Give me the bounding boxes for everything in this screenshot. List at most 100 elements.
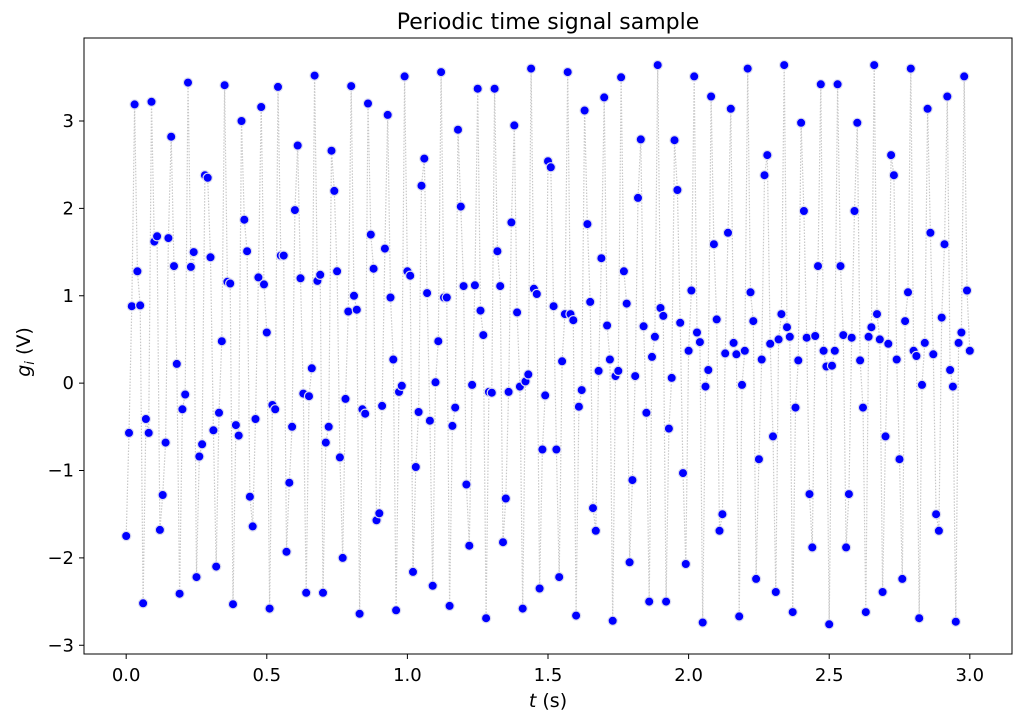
data-point <box>303 391 315 402</box>
data-point <box>554 571 565 583</box>
data-point <box>551 444 562 455</box>
data-point <box>424 415 436 426</box>
data-point <box>784 331 796 342</box>
data-point <box>942 91 953 102</box>
data-point <box>677 467 689 479</box>
x-tick-label: 2.0 <box>674 665 703 686</box>
data-point <box>469 280 481 291</box>
data-point <box>776 308 787 320</box>
data-point <box>523 369 534 380</box>
data-point <box>540 390 551 401</box>
data-point <box>781 322 793 333</box>
data-point <box>151 231 163 242</box>
data-point <box>885 149 897 161</box>
data-point <box>632 192 644 204</box>
data-point <box>419 153 430 164</box>
data-point <box>137 598 149 609</box>
y-tick-label: 1 <box>63 286 74 307</box>
data-point <box>669 134 680 146</box>
data-point <box>928 349 939 360</box>
data-point <box>722 227 734 238</box>
data-point <box>714 525 725 537</box>
data-point <box>961 285 973 296</box>
data-point <box>458 280 469 292</box>
data-point <box>165 131 177 142</box>
data-point <box>694 336 706 348</box>
data-point <box>416 180 427 191</box>
data-point <box>163 232 174 244</box>
data-point <box>939 238 950 250</box>
data-point <box>762 149 773 161</box>
data-point <box>585 296 596 308</box>
y-tick-label: 0 <box>63 373 74 394</box>
data-point <box>410 461 421 473</box>
data-point <box>925 227 936 238</box>
data-point <box>531 288 543 300</box>
data-point <box>545 162 557 173</box>
data-point <box>379 243 391 254</box>
data-point <box>525 63 537 74</box>
data-point <box>742 63 753 74</box>
data-point <box>930 509 942 520</box>
data-point <box>230 419 242 431</box>
data-point <box>646 351 658 363</box>
data-point <box>680 558 692 570</box>
data-point <box>866 322 877 333</box>
data-point <box>587 502 599 514</box>
data-point <box>216 336 227 347</box>
data-point <box>871 308 883 320</box>
y-axis-label-var: g <box>13 365 35 377</box>
data-point <box>171 358 182 370</box>
data-point <box>905 63 917 74</box>
data-point <box>435 66 447 78</box>
data-point <box>351 304 362 315</box>
data-point <box>860 606 872 618</box>
data-point <box>250 413 261 425</box>
data-point <box>720 348 731 359</box>
data-point <box>185 261 197 273</box>
data-point <box>852 117 863 129</box>
data-point <box>270 404 281 415</box>
data-point <box>475 305 486 316</box>
data-point <box>126 301 138 312</box>
data-point <box>362 98 374 109</box>
data-point <box>599 92 610 103</box>
data-point <box>933 525 945 537</box>
data-point <box>191 571 202 583</box>
data-point <box>621 298 632 309</box>
data-point <box>492 245 503 257</box>
data-point <box>604 354 616 365</box>
data-point <box>264 603 275 614</box>
data-point <box>205 252 216 263</box>
data-point <box>261 327 272 338</box>
data-point <box>309 70 320 81</box>
data-point <box>725 103 737 115</box>
data-point <box>641 407 652 418</box>
data-point <box>390 605 402 616</box>
data-point <box>405 270 416 281</box>
data-point <box>914 613 925 624</box>
data-point <box>689 71 700 82</box>
data-point <box>179 389 191 400</box>
data-point <box>874 334 886 345</box>
data-point <box>376 400 388 412</box>
data-point <box>880 431 891 442</box>
data-point <box>936 312 947 323</box>
data-point <box>143 427 154 439</box>
data-point <box>964 345 976 356</box>
data-point <box>624 557 635 568</box>
data-point <box>826 360 838 371</box>
data-point <box>953 337 964 349</box>
data-point <box>427 580 438 592</box>
data-point <box>734 611 745 622</box>
data-point <box>556 356 568 367</box>
data-point <box>703 364 714 376</box>
data-point <box>759 169 770 181</box>
data-point <box>396 380 407 391</box>
data-point <box>832 79 843 90</box>
x-tick-label: 0.0 <box>112 665 141 686</box>
data-point <box>247 521 258 532</box>
data-point <box>779 59 790 71</box>
data-point <box>486 387 497 398</box>
